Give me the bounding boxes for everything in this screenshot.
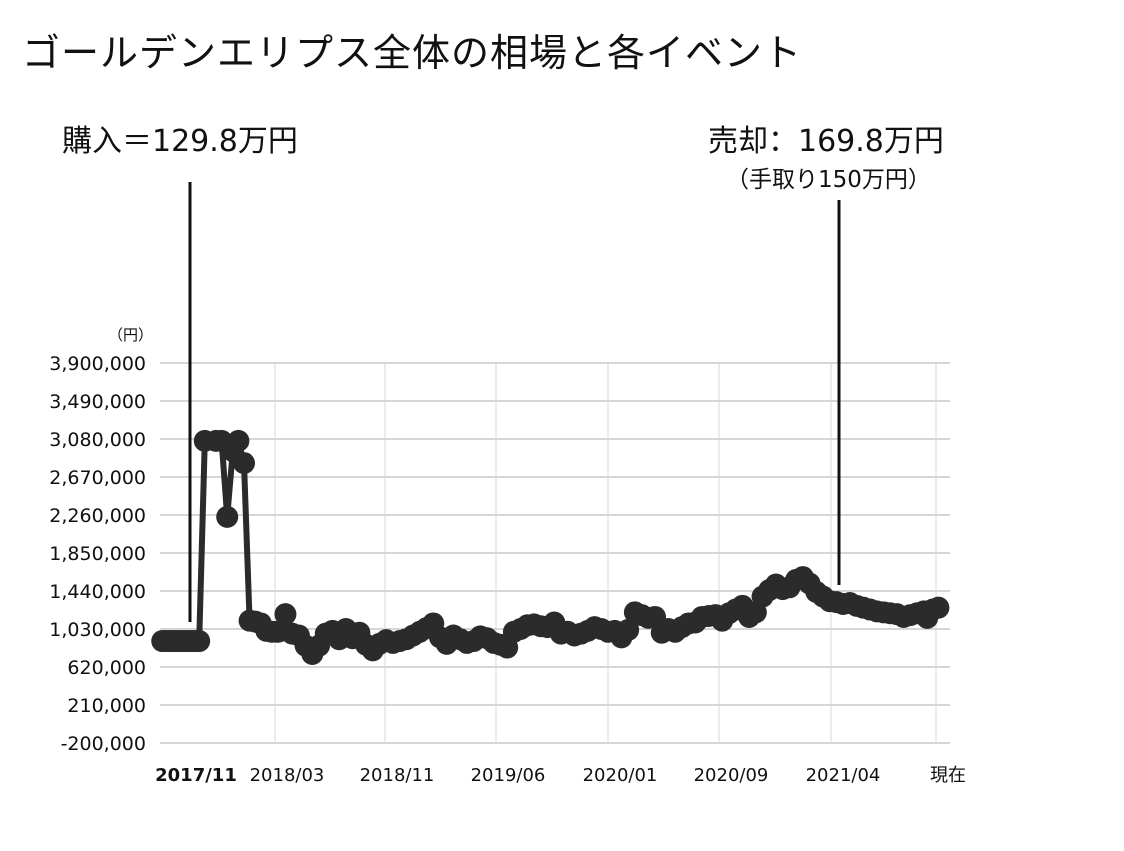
price-point: [617, 618, 640, 641]
x-tick-label: 2017/11: [155, 765, 237, 786]
x-tick-label: 現在: [930, 765, 966, 786]
sale-annotation: 売却：169.8万円: [708, 124, 944, 159]
sale-net-annotation: （手取り150万円）: [726, 167, 931, 193]
y-tick-label: 1,850,000: [49, 543, 146, 565]
y-tick-label: 3,490,000: [49, 391, 146, 413]
x-tick-label: 2020/09: [694, 765, 769, 786]
event-markers: [188, 182, 841, 622]
x-axis-ticks: 2017/11 2018/03 2018/11 2019/06 2020/01 2020/…: [155, 765, 966, 786]
x-tick-label: 2019/06: [471, 765, 546, 786]
x-tick-label: 2021/04: [806, 765, 881, 786]
y-tick-label: 620,000: [67, 657, 146, 679]
y-tick-label: 2,670,000: [49, 467, 146, 489]
y-tick-label: 2,260,000: [49, 505, 146, 527]
grid-lines: [160, 362, 950, 744]
x-tick-label: 2020/01: [583, 765, 658, 786]
price-point: [227, 429, 250, 452]
y-tick-label: 3,900,000: [49, 353, 146, 375]
price-point: [274, 603, 297, 626]
y-tick-label: 1,030,000: [49, 619, 146, 641]
y-tick-label: 3,080,000: [49, 429, 146, 451]
y-tick-label: 1,440,000: [49, 581, 146, 603]
chart-title: ゴールデンエリプス全体の相場と各イベント: [22, 31, 803, 75]
y-axis-unit-label: （円）: [108, 326, 154, 344]
price-point: [233, 452, 255, 475]
y-tick-label: 210,000: [67, 695, 146, 717]
purchase-annotation: 購入＝129.8万円: [62, 124, 298, 159]
price-points: [151, 429, 950, 666]
x-tick-label: 2018/03: [250, 765, 325, 786]
y-axis-ticks: -200,000 210,000 620,000 1,030,000 1,440,000…: [49, 353, 146, 755]
price-point: [216, 505, 239, 528]
y-tick-label: -200,000: [61, 733, 146, 755]
x-tick-label: 2018/11: [360, 765, 435, 786]
price-point: [927, 596, 950, 619]
price-point: [188, 630, 211, 653]
